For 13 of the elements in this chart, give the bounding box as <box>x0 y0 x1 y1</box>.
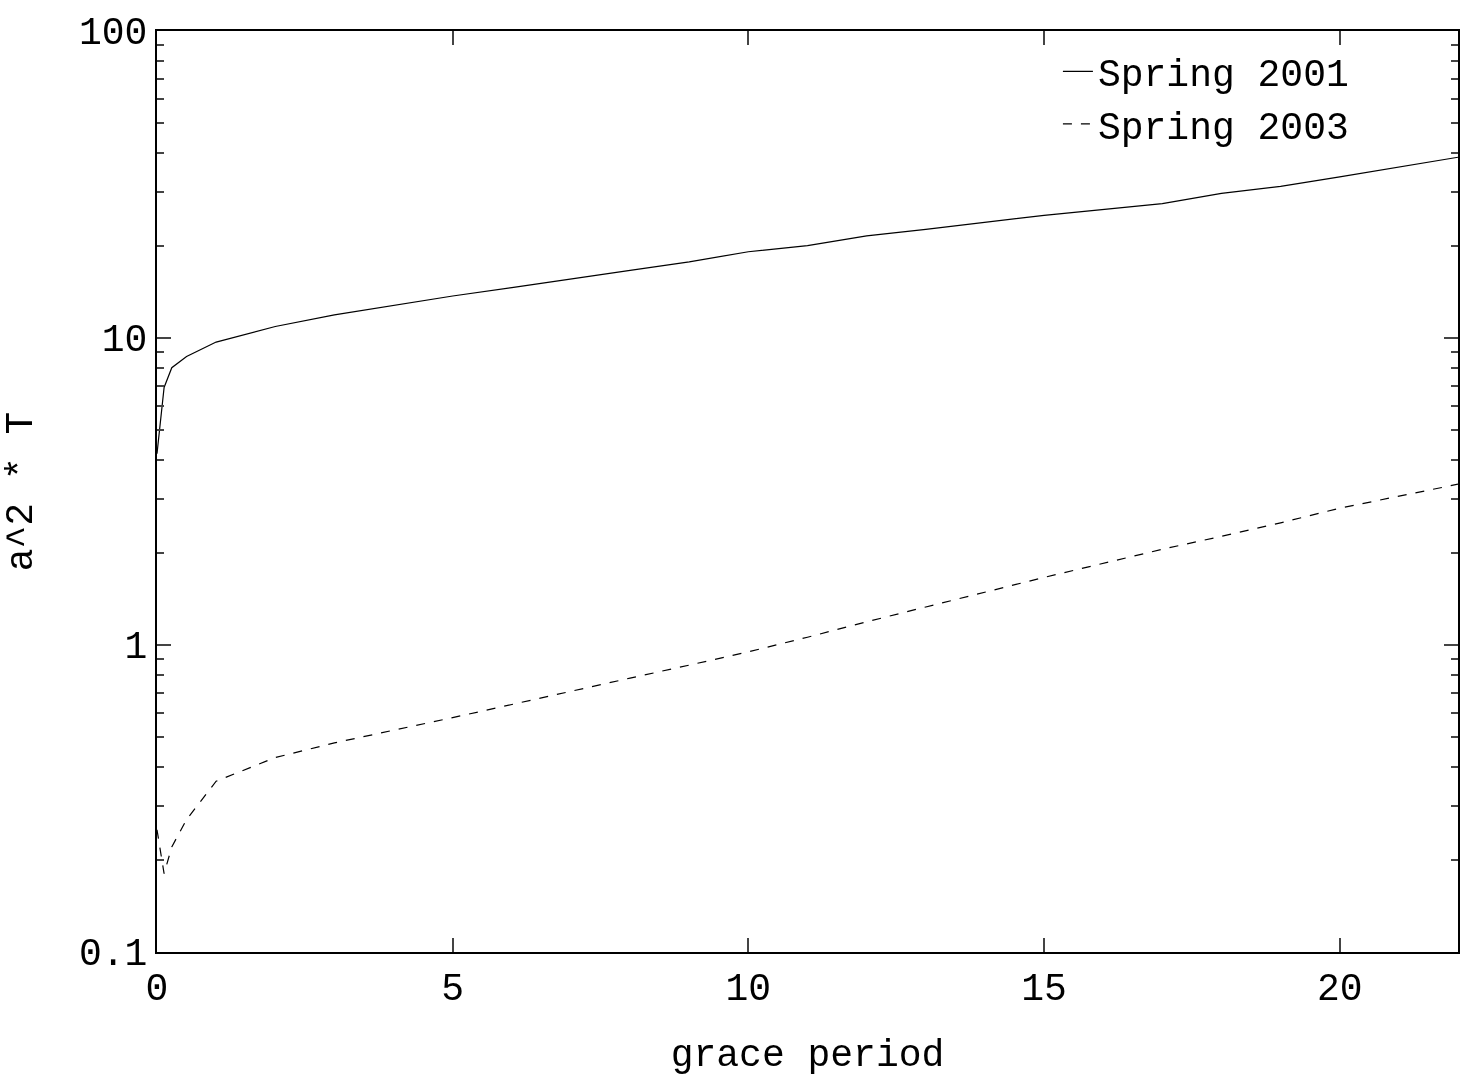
x-tick-label: 15 <box>1021 967 1067 1011</box>
x-tick-label: 20 <box>1316 967 1363 1011</box>
legend-label: Spring 2003 <box>1097 106 1349 150</box>
y-tick-label: 10 <box>101 319 148 363</box>
x-tick-label: 10 <box>725 967 772 1011</box>
x-axis-title: grace period <box>670 1034 945 1078</box>
y-tick-label: 100 <box>78 12 148 56</box>
y-tick-label: 1 <box>124 626 148 670</box>
x-tick-label: 0 <box>145 967 169 1011</box>
y-axis-title: a^2 * T <box>0 411 43 572</box>
x-tick-label: 5 <box>441 967 465 1011</box>
y-tick-label: 0.1 <box>78 933 148 977</box>
legend-label: Spring 2001 <box>1097 54 1349 98</box>
